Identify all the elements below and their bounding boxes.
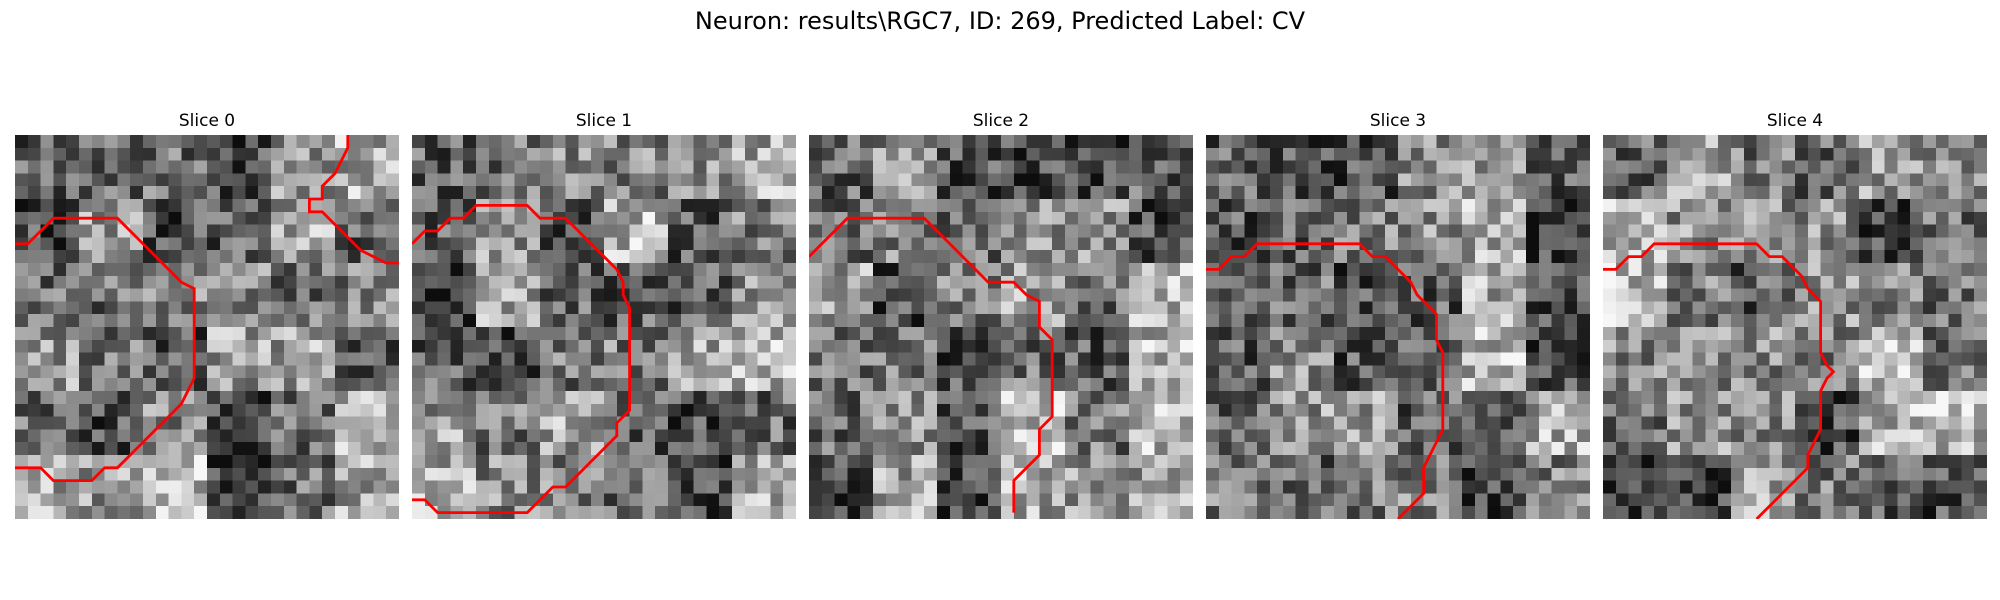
- slice-image: [15, 135, 399, 519]
- slice-image: [1603, 135, 1987, 519]
- slice-image: [809, 135, 1193, 519]
- panel-slice-0: Slice 0: [15, 110, 399, 519]
- panel-slice-1: Slice 1: [412, 110, 796, 519]
- panel-slice-4: Slice 4: [1603, 110, 1987, 519]
- panel-title: Slice 0: [15, 110, 399, 132]
- panel-slice-2: Slice 2: [809, 110, 1193, 519]
- panel-slice-3: Slice 3: [1206, 110, 1590, 519]
- panel-title: Slice 2: [809, 110, 1193, 132]
- panel-title: Slice 4: [1603, 110, 1987, 132]
- figure-title: Neuron: results\RGC7, ID: 269, Predicted…: [0, 6, 2000, 36]
- panel-title: Slice 1: [412, 110, 796, 132]
- panel-title: Slice 3: [1206, 110, 1590, 132]
- slice-image: [412, 135, 796, 519]
- slice-image: [1206, 135, 1590, 519]
